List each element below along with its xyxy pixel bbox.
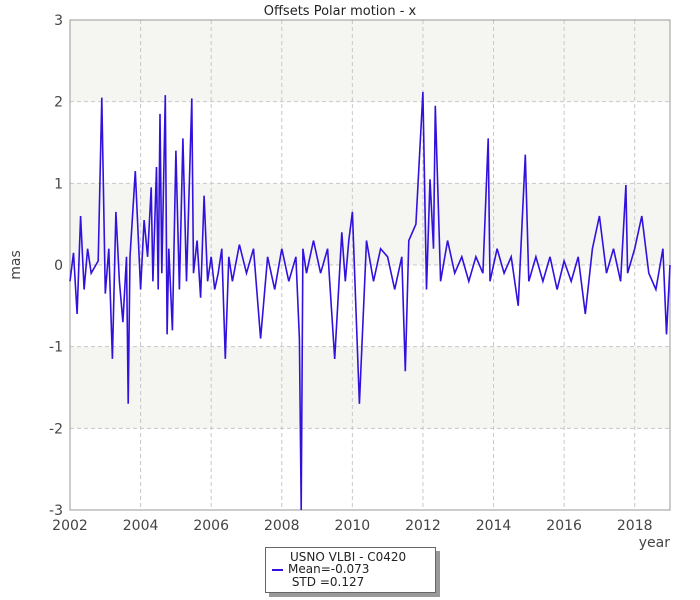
x-tick-label: 2006 — [193, 518, 229, 534]
y-tick-label: -1 — [49, 340, 63, 356]
y-tick-label: -3 — [49, 503, 63, 519]
x-tick-label: 2002 — [52, 518, 88, 534]
legend-swatch — [272, 569, 283, 571]
legend: USNO VLBI - C0420 Mean=-0.073 STD =0.127 — [265, 547, 436, 593]
x-axis-label: year — [639, 535, 670, 551]
y-tick-label: 2 — [54, 95, 63, 111]
series-line-usno-vlbi — [69, 91, 671, 511]
legend-title: USNO VLBI - C0420 — [290, 550, 407, 564]
y-tick-label: 3 — [54, 13, 63, 29]
plot-band — [70, 20, 670, 102]
x-tick-labels: 2002 2004 2006 2008 2010 2012 2014 2016 2018 — [52, 518, 652, 534]
legend-std: STD =0.127 — [288, 575, 365, 589]
legend-mean: Mean=-0.073 — [288, 562, 370, 576]
y-axis-label: mas — [8, 250, 24, 280]
y-tick-labels: 3 2 1 0 -1 -2 -3 — [49, 13, 63, 519]
y-tick-label: -2 — [49, 421, 63, 437]
y-tick-label: 1 — [54, 176, 63, 192]
chart-title: Offsets Polar motion - x — [264, 4, 417, 19]
x-tick-label: 2012 — [405, 518, 441, 534]
plot-band — [70, 428, 670, 510]
x-tick-label: 2004 — [123, 518, 159, 534]
plot-band — [70, 101, 670, 184]
plot-band — [70, 183, 670, 265]
x-tick-label: 2008 — [264, 518, 300, 534]
x-tick-label: 2016 — [546, 518, 582, 534]
plot-band — [70, 346, 670, 429]
y-tick-label: 0 — [54, 258, 63, 274]
x-tick-label: 2018 — [617, 518, 653, 534]
x-tick-label: 2010 — [335, 518, 371, 534]
x-tick-label: 2014 — [476, 518, 512, 534]
